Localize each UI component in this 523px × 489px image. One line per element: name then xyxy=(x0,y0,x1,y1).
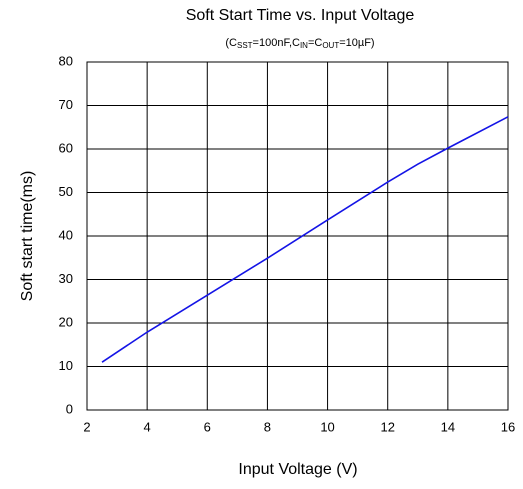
x-tick-label: 16 xyxy=(501,419,515,434)
x-tick-label: 8 xyxy=(264,419,271,434)
subtitle-part: SST xyxy=(237,41,253,50)
subtitle-part: =100nF,C xyxy=(253,37,300,49)
subtitle-part: =10µF) xyxy=(339,37,374,49)
y-tick-label: 60 xyxy=(59,140,73,155)
y-tick-label: 80 xyxy=(59,53,73,68)
y-axis-label: Soft start time(ms) xyxy=(19,171,36,302)
y-tick-label: 30 xyxy=(59,271,73,286)
chart-subtitle: (CSST=100nF,CIN=COUT=10µF) xyxy=(225,37,374,50)
y-tick-label: 0 xyxy=(66,401,73,416)
x-tick-label: 6 xyxy=(204,419,211,434)
chart-title: Soft Start Time vs. Input Voltage xyxy=(186,7,415,24)
plot-frame xyxy=(86,61,509,411)
subtitle-part: OUT xyxy=(322,41,339,50)
x-tick-label: 2 xyxy=(83,419,90,434)
y-tick-label: 40 xyxy=(59,227,73,242)
subtitle-part: =C xyxy=(308,37,322,49)
x-tick-label: 10 xyxy=(320,419,334,434)
subtitle-part: IN xyxy=(300,41,308,50)
x-tick-label: 12 xyxy=(380,419,394,434)
x-tick-label: 14 xyxy=(441,419,455,434)
subtitle-part: (C xyxy=(225,37,237,49)
y-tick-label: 70 xyxy=(59,97,73,112)
y-tick-label: 50 xyxy=(59,184,73,199)
x-axis-label: Input Voltage (V) xyxy=(238,461,357,478)
y-tick-label: 10 xyxy=(59,358,73,373)
x-tick-label: 4 xyxy=(144,419,151,434)
line-series xyxy=(101,116,509,363)
y-tick-label: 20 xyxy=(59,314,73,329)
